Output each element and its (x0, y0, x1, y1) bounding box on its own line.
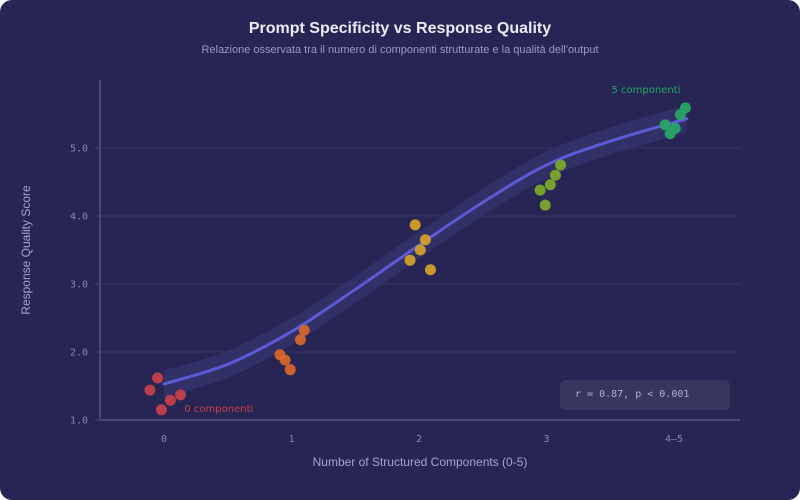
data-point (424, 264, 436, 276)
data-point (164, 394, 176, 406)
x-tick-label: 3 (543, 434, 549, 445)
data-point (298, 324, 310, 336)
data-point (674, 109, 686, 121)
series-1-component (274, 324, 310, 376)
correlation-stats-box: r = 0.87, p < 0.001 (560, 380, 730, 410)
x-tick-label: 4–5 (665, 434, 683, 445)
data-point (294, 334, 306, 346)
series-3-components (534, 159, 567, 211)
gridlines (95, 147, 740, 421)
y-tick-label: 4.0 (70, 212, 88, 223)
data-point (279, 354, 291, 366)
y-tick-label: 3.0 (70, 280, 88, 291)
y-tick-label: 2.0 (70, 348, 88, 359)
y-tick-label: 5.0 (70, 144, 88, 155)
data-point (419, 234, 431, 246)
data-point (555, 159, 567, 171)
data-point (539, 199, 551, 211)
annotation-label: 5 componenti (611, 85, 680, 96)
data-point (144, 384, 156, 396)
x-tick-label: 0 (161, 434, 167, 445)
data-point (284, 364, 296, 376)
series-4-5-components (659, 102, 691, 140)
y-tick-label: 1.0 (70, 416, 88, 427)
data-point (155, 404, 167, 416)
data-point (659, 119, 671, 131)
data-point (152, 372, 164, 384)
x-axis-label: Number of Structured Components (0-5) (313, 455, 528, 469)
data-points (144, 102, 691, 416)
data-point (414, 244, 426, 256)
data-point (549, 169, 561, 181)
data-point (534, 184, 546, 196)
chart-title: Prompt Specificity vs Response Quality (248, 20, 552, 37)
y-tick-labels: 1.0 2.0 3.0 4.0 5.0 (70, 144, 88, 427)
annotations: 0 componenti 5 componenti (184, 85, 680, 415)
x-tick-labels: 0 1 2 3 4–5 (161, 434, 683, 445)
series-2-components (404, 219, 436, 276)
data-point (664, 128, 676, 140)
data-point (409, 219, 421, 231)
x-tick-label: 1 (288, 434, 294, 445)
y-axis-label: Response Quality Score (19, 185, 33, 315)
chart-subtitle: Relazione osservata tra il numero di com… (201, 44, 599, 56)
series-0-components (144, 372, 187, 416)
annotation-label: 0 componenti (184, 404, 253, 415)
data-point (175, 389, 187, 401)
data-point (544, 179, 556, 191)
x-tick-label: 2 (416, 434, 422, 445)
data-point (404, 254, 416, 266)
